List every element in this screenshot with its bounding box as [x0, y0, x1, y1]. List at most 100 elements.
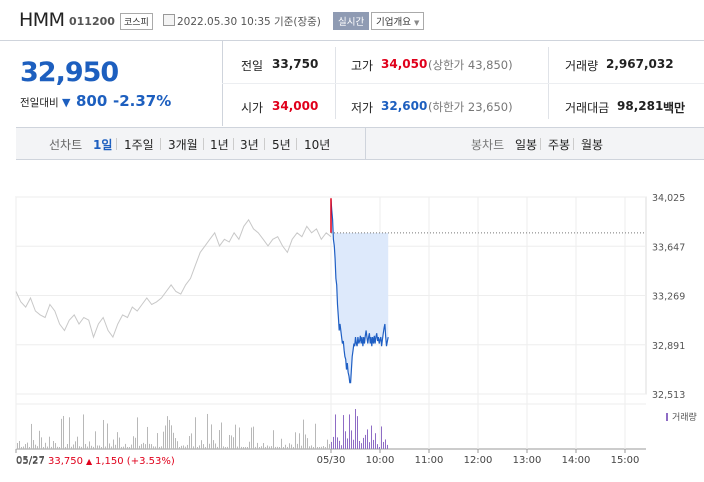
- volume-bar: [311, 445, 312, 449]
- volume-bar: [113, 439, 114, 449]
- volume-bar: [153, 446, 154, 449]
- volume-bar: [63, 415, 64, 449]
- x-tick-label: 14:00: [562, 455, 591, 466]
- volume-bar: [385, 439, 386, 449]
- trade-amount-value: 98,281: [617, 99, 664, 113]
- volume-bar: [335, 414, 336, 449]
- tab-monthly-candle[interactable]: 월봉: [581, 138, 604, 152]
- volume-bar: [265, 446, 266, 449]
- volume-bar: [181, 445, 182, 449]
- tab-weekly-candle[interactable]: 주봉: [548, 138, 571, 152]
- volume-bar: [267, 445, 268, 449]
- prev-day-series-line: [15, 218, 332, 339]
- volume-bar: [353, 439, 354, 449]
- volume-bar: [137, 417, 138, 449]
- volume-bar: [57, 446, 58, 449]
- tab-divider: [233, 138, 234, 150]
- volume-bar: [237, 446, 238, 449]
- volume-bar: [241, 446, 242, 449]
- open-label: 시가: [241, 101, 264, 115]
- volume-bar: [89, 441, 90, 449]
- volume-bar: [383, 441, 384, 449]
- volume-bar: [347, 438, 348, 449]
- tab-1year[interactable]: 1년: [210, 138, 229, 152]
- tab-10year[interactable]: 10년: [304, 138, 331, 152]
- x-tick-label: 15:00: [611, 455, 640, 466]
- volume-bar: [283, 446, 284, 449]
- volume-bar: [109, 443, 110, 449]
- tab-1day[interactable]: 1일: [93, 138, 113, 152]
- volume-legend-swatch: [666, 413, 668, 421]
- volume-bar: [101, 446, 102, 449]
- prev-close-value: 33,750: [272, 57, 319, 71]
- volume-bar: [31, 423, 32, 449]
- volume-bar: [231, 435, 232, 449]
- trade-amount-unit: 백만: [663, 101, 686, 115]
- volume-bar: [255, 446, 256, 449]
- volume-bar: [119, 437, 120, 449]
- volume-bar: [329, 444, 330, 449]
- volume-bar: [161, 446, 162, 449]
- volume-bar: [381, 426, 382, 449]
- stock-name: HMM: [19, 9, 65, 31]
- tab-5year[interactable]: 5년: [272, 138, 291, 152]
- footer-prev-close: 33,750: [48, 456, 83, 467]
- realtime-button[interactable]: 실시간: [333, 12, 370, 30]
- volume-bar: [337, 437, 338, 449]
- volume-bar: [261, 446, 262, 449]
- volume-bar: [105, 446, 106, 449]
- intraday-price-chart: 34,025 33,647 33,269 32,891 32,513 05/27 05/3…: [15, 193, 697, 467]
- volume-bar: [357, 416, 358, 449]
- volume-bar: [177, 441, 178, 449]
- low-label: 저가: [351, 101, 374, 115]
- volume-bar: [297, 443, 298, 449]
- calendar-icon: [163, 14, 175, 26]
- volume-bar: [133, 436, 134, 449]
- volume-bar: [77, 436, 78, 449]
- volume-bar: [33, 440, 34, 449]
- volume-bar: [377, 444, 378, 449]
- volume-bar: [75, 441, 76, 449]
- open-value: 34,000: [272, 99, 319, 113]
- volume-bar: [221, 422, 222, 449]
- y-tick-label: 32,513: [652, 390, 685, 401]
- volume-bar: [59, 446, 60, 449]
- volume-bar: [127, 446, 128, 449]
- tab-1week[interactable]: 1주일: [124, 138, 154, 152]
- stats-row-divider: [222, 83, 704, 84]
- tab-daily-candle[interactable]: 일봉: [515, 138, 538, 152]
- tab-3month[interactable]: 3개월: [168, 138, 198, 152]
- upper-limit: (상한가 43,850): [428, 58, 513, 72]
- volume-bar: [17, 442, 18, 449]
- volume-bar: [303, 419, 304, 449]
- volume-bar: [259, 446, 260, 449]
- tab-3year[interactable]: 3년: [240, 138, 259, 152]
- trade-amount-label: 거래대금: [565, 101, 610, 115]
- volume-bar: [319, 446, 320, 449]
- volume-label: 거래량: [565, 59, 599, 73]
- volume-bar: [321, 446, 322, 449]
- volume-bar: [373, 439, 374, 449]
- volume-bar: [61, 418, 62, 449]
- volume-bar: [163, 431, 164, 449]
- volume-bar: [341, 445, 342, 449]
- price-change-percent: -2.37%: [113, 92, 172, 110]
- volume-bar: [151, 444, 152, 449]
- company-info-dropdown[interactable]: 기업개요 ▼: [371, 12, 425, 30]
- volume-bar: [239, 427, 240, 449]
- company-info-label: 기업개요: [376, 17, 411, 28]
- volume-bar: [387, 444, 388, 449]
- volume-bar: [69, 417, 70, 449]
- volume-bar: [43, 446, 44, 449]
- volume-bar: [159, 446, 160, 449]
- volume-bar: [371, 425, 372, 449]
- volume-value: 2,967,032: [606, 57, 674, 71]
- volume-bar: [85, 443, 86, 449]
- prev-day-compare-label: 전일대비: [20, 97, 59, 109]
- x-tick-label: 13:00: [513, 455, 542, 466]
- caret-down-icon: ▼: [414, 19, 420, 27]
- volume-bar: [355, 409, 356, 449]
- volume-bar: [227, 446, 228, 449]
- volume-bar: [235, 424, 236, 449]
- volume-bar: [345, 431, 346, 449]
